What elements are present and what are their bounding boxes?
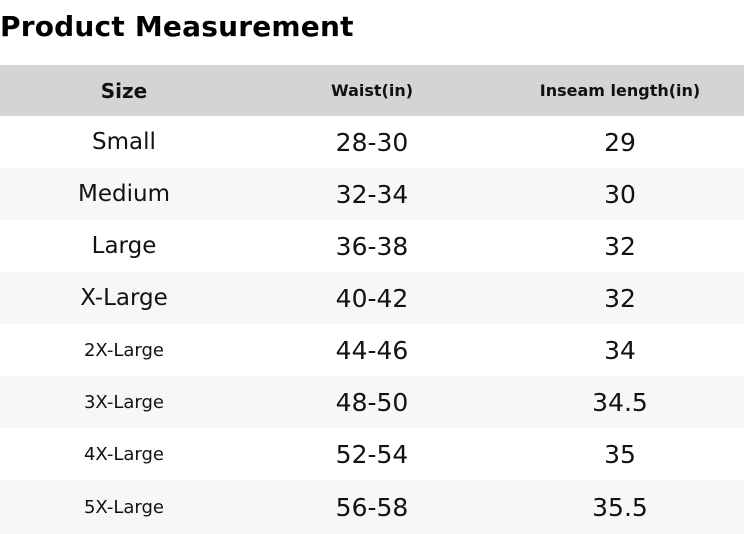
- waist-cell: 44-46: [335, 335, 409, 365]
- waist-cell: 52-54: [335, 439, 409, 469]
- size-cell: Large: [91, 233, 157, 259]
- size-cell: 4X-Large: [83, 443, 165, 465]
- size-cell: X-Large: [80, 285, 168, 311]
- waist-cell: 36-38: [335, 231, 409, 261]
- table-row-4x-large: 4X-Large 52-54 35: [0, 428, 744, 480]
- waist-cell: 28-30: [335, 127, 409, 157]
- size-chart-container: Size Waist(in) Inseam length(in) Small 2…: [0, 65, 750, 534]
- size-cell: 2X-Large: [83, 339, 165, 361]
- header-cell-size: Size: [100, 78, 148, 103]
- size-cell: 5X-Large: [83, 496, 165, 518]
- page-title: Product Measurement: [0, 10, 354, 43]
- table-row-medium: Medium 32-34 30: [0, 168, 744, 220]
- table-row-x-large: X-Large 40-42 32: [0, 272, 744, 324]
- table-row-large: Large 36-38 32: [0, 220, 744, 272]
- inseam-cell: 32: [604, 231, 636, 261]
- product-measurement-table: Size Waist(in) Inseam length(in) Small 2…: [0, 65, 744, 534]
- size-cell: Medium: [78, 181, 170, 207]
- table-body: Small 28-30 29 Medium 32-34 30 Large 36-…: [0, 116, 744, 534]
- inseam-cell: 35: [604, 439, 636, 469]
- table-row-2x-large: 2X-Large 44-46 34: [0, 324, 744, 376]
- table-row-3x-large: 3X-Large 48-50 34.5: [0, 376, 744, 428]
- table-header-row: Size Waist(in) Inseam length(in): [0, 65, 744, 116]
- waist-cell: 32-34: [335, 179, 409, 209]
- inseam-cell: 34.5: [592, 387, 648, 417]
- size-cell: Small: [92, 129, 156, 155]
- inseam-cell: 34: [604, 335, 636, 365]
- inseam-cell: 30: [604, 179, 636, 209]
- table-header: Size Waist(in) Inseam length(in): [0, 65, 744, 116]
- header-cell-inseam: Inseam length(in): [539, 81, 701, 100]
- inseam-cell: 32: [604, 283, 636, 313]
- inseam-cell: 35.5: [592, 492, 648, 522]
- waist-cell: 48-50: [335, 387, 409, 417]
- header-cell-waist: Waist(in): [330, 81, 414, 100]
- table-row-small: Small 28-30 29: [0, 116, 744, 168]
- inseam-cell: 29: [604, 127, 636, 157]
- waist-cell: 56-58: [335, 492, 409, 522]
- size-cell: 3X-Large: [83, 391, 165, 413]
- waist-cell: 40-42: [335, 283, 409, 313]
- table-row-5x-large: 5X-Large 56-58 35.5: [0, 480, 744, 534]
